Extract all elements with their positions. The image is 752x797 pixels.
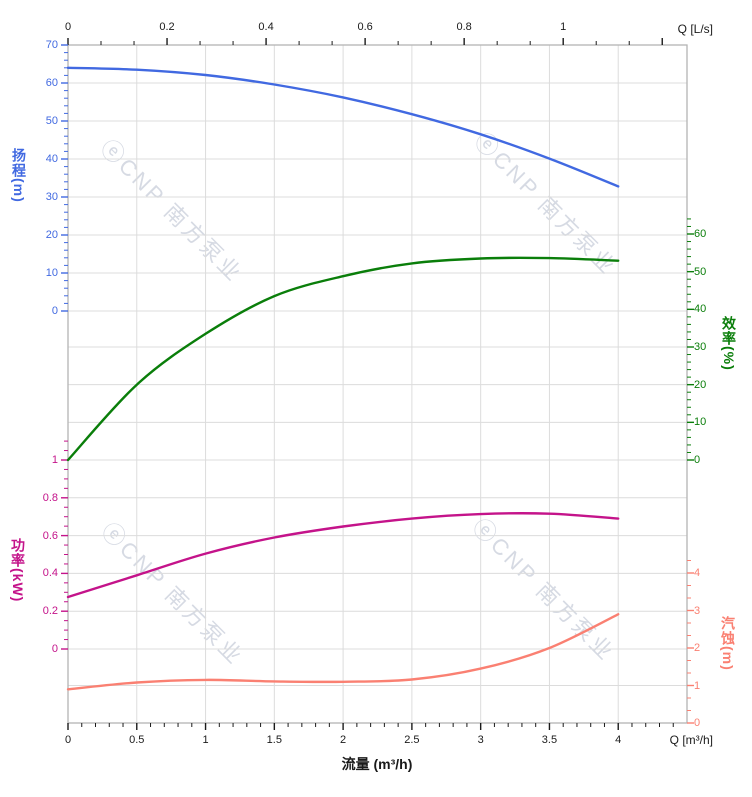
curve-power: [66, 512, 620, 599]
curve-npsh: [66, 613, 620, 691]
power-axis-title: 功率(kW): [10, 538, 26, 603]
top-axis-unit-label: Q [L/s]: [677, 22, 713, 36]
npsh-axis-title: 汽蚀(m): [720, 616, 736, 671]
flow-axis-title: 流量 (m³/h): [341, 756, 413, 772]
curve-head: [66, 66, 620, 188]
head-axis-title: 扬程(m): [11, 148, 27, 203]
plot-border: [67, 44, 688, 724]
curve-efficiency: [66, 256, 620, 462]
bottom-axis-unit-label: Q [m³/h]: [669, 733, 713, 747]
efficiency-axis-title: 效率(%): [721, 316, 737, 371]
